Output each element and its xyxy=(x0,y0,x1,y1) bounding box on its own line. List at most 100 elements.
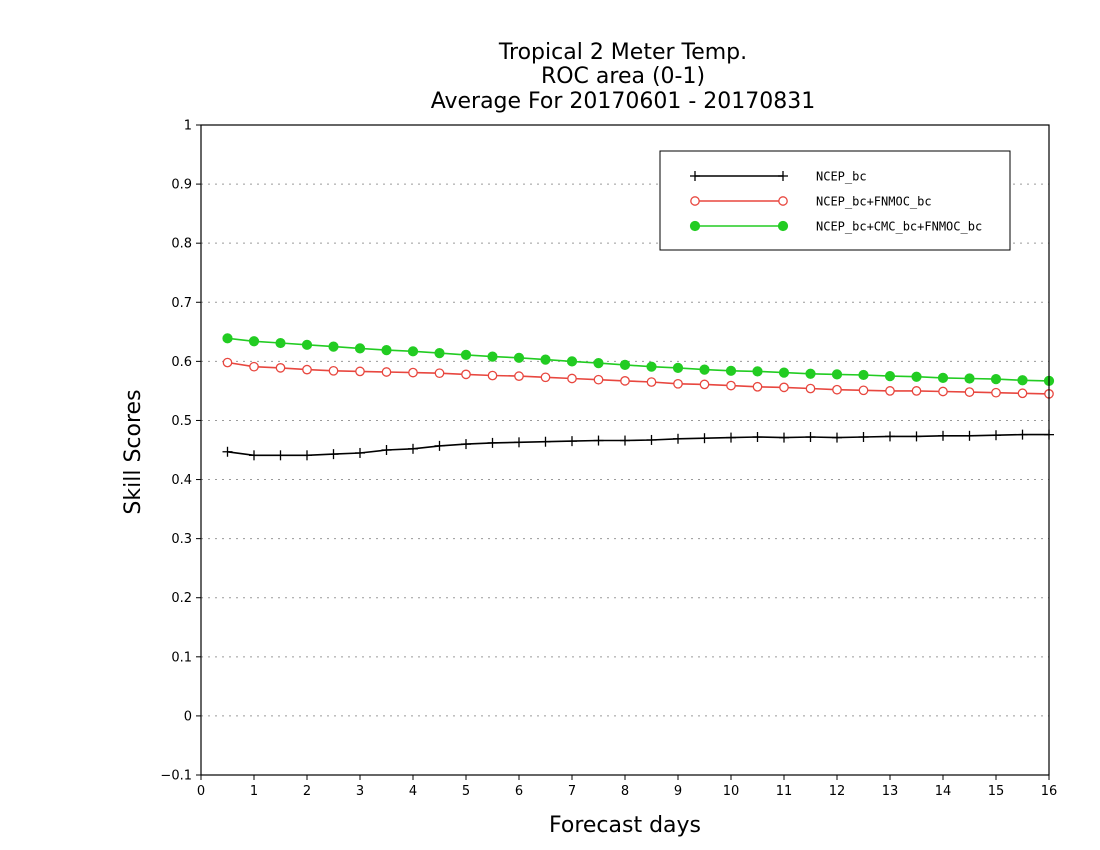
data-point xyxy=(619,359,631,371)
x-tick-label: 7 xyxy=(568,784,576,799)
x-tick-label: 10 xyxy=(723,784,740,799)
y-tick-label: −0.1 xyxy=(160,769,192,784)
x-tick-label: 14 xyxy=(935,784,952,799)
data-point xyxy=(275,337,286,349)
y-tick-label: 0.9 xyxy=(171,178,192,193)
y-tick-label: 0.1 xyxy=(171,650,192,665)
data-point xyxy=(408,367,418,378)
data-point xyxy=(1017,375,1028,386)
x-tick-label: 4 xyxy=(409,784,417,799)
y-axis-label: Skill Scores xyxy=(121,389,146,514)
x-tick-label: 8 xyxy=(621,784,629,799)
data-point xyxy=(885,386,895,396)
data-point xyxy=(302,450,312,461)
legend-marker xyxy=(689,220,701,232)
data-point xyxy=(646,377,657,387)
x-tick-label: 12 xyxy=(829,784,846,799)
data-point xyxy=(355,447,365,458)
data-point xyxy=(858,432,869,442)
data-point xyxy=(911,431,922,442)
legend-marker xyxy=(777,220,789,232)
y-tick-label: 0.7 xyxy=(171,296,192,311)
x-tick-label: 5 xyxy=(462,784,470,799)
data-point xyxy=(567,436,577,447)
y-tick-label: 0.4 xyxy=(171,473,192,488)
data-point xyxy=(991,387,1001,398)
x-tick-label: 1 xyxy=(250,784,258,799)
data-point xyxy=(328,341,339,352)
data-point xyxy=(408,443,418,454)
x-tick-label: 13 xyxy=(882,784,899,799)
data-point xyxy=(620,435,630,446)
data-point xyxy=(381,345,392,356)
series-2 xyxy=(222,357,1054,399)
series-layer xyxy=(222,333,1055,461)
data-point xyxy=(699,433,710,444)
x-axis-label: Forecast days xyxy=(549,813,701,838)
series-line xyxy=(227,361,1050,395)
x-axis-ticks: 0 1 2 3 4 5 6 7 8 9 10 11 12 13 14 15 16 xyxy=(197,775,1057,799)
data-point xyxy=(222,357,233,368)
data-point xyxy=(434,368,445,379)
data-point xyxy=(673,378,683,389)
data-point xyxy=(805,368,816,379)
data-point xyxy=(699,364,710,375)
data-point xyxy=(832,384,842,395)
data-point xyxy=(275,363,286,373)
data-point xyxy=(249,450,259,461)
data-point xyxy=(699,379,710,390)
data-point xyxy=(513,352,525,363)
data-point xyxy=(328,365,339,376)
legend-label: NCEP_bc+FNMOC_bc xyxy=(816,195,932,209)
data-point xyxy=(805,383,816,394)
data-point xyxy=(540,354,551,365)
data-point xyxy=(487,370,498,381)
data-point xyxy=(991,430,1001,441)
data-point xyxy=(673,433,683,444)
title-line-2: ROC area (0-1) xyxy=(541,64,705,89)
data-point xyxy=(672,362,684,373)
data-point xyxy=(884,371,896,382)
x-tick-label: 9 xyxy=(674,784,682,799)
data-point xyxy=(566,356,578,367)
y-tick-label: 0.2 xyxy=(171,591,192,606)
x-tick-label: 3 xyxy=(356,784,364,799)
data-point xyxy=(964,387,975,397)
data-point xyxy=(779,382,789,393)
legend-marker xyxy=(690,196,700,206)
data-point xyxy=(567,373,577,384)
legend-marker xyxy=(778,196,788,206)
data-point xyxy=(302,364,312,375)
data-point xyxy=(301,339,313,350)
data-point xyxy=(964,373,975,384)
legend-entry: NCEP_bc+FNMOC_bc xyxy=(690,195,932,209)
data-point xyxy=(752,381,763,392)
data-point xyxy=(858,369,869,381)
legend-entry: NCEP_bc xyxy=(690,170,867,184)
data-point xyxy=(937,372,949,384)
x-tick-label: 2 xyxy=(303,784,311,799)
data-point xyxy=(434,347,445,359)
legend-marker xyxy=(690,171,700,181)
data-point xyxy=(778,367,790,378)
x-tick-label: 0 xyxy=(197,784,205,799)
data-point xyxy=(487,437,498,448)
data-point xyxy=(461,439,471,450)
data-point xyxy=(726,380,736,391)
data-point xyxy=(646,361,657,372)
data-point xyxy=(381,445,392,455)
data-point xyxy=(752,432,763,442)
data-point xyxy=(460,349,472,360)
data-point xyxy=(726,432,736,443)
data-point xyxy=(514,437,524,448)
y-tick-label: 1 xyxy=(184,119,192,134)
data-point xyxy=(885,431,895,442)
data-point xyxy=(646,434,657,445)
legend: NCEP_bc NCEP_bc+FNMOC_bc NCEP_bc+CMC_bc+FN… xyxy=(659,150,1011,251)
y-tick-label: 0.5 xyxy=(171,414,192,429)
data-point xyxy=(487,351,498,362)
data-point xyxy=(407,346,419,357)
grid-lines xyxy=(201,183,1049,717)
legend-label: NCEP_bc xyxy=(816,170,867,184)
data-point xyxy=(328,449,339,460)
